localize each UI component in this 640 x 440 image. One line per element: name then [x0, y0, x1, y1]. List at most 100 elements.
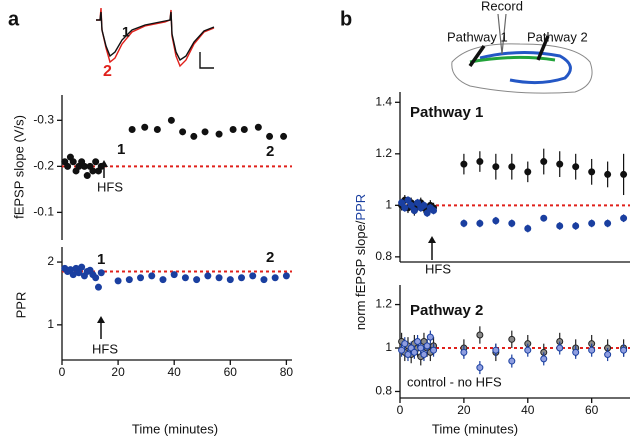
point [572, 222, 580, 230]
y-tick-label: -0.3 [33, 112, 54, 126]
point [540, 355, 548, 363]
y-tick-label: 0.8 [375, 249, 392, 263]
point [572, 163, 580, 171]
schematic-label: Pathway 1 [447, 29, 508, 44]
x-tick-label: 0 [59, 365, 66, 379]
point [271, 274, 279, 282]
point [588, 168, 596, 176]
point [423, 209, 431, 217]
schematic-label: Pathway 2 [527, 29, 588, 44]
point [170, 271, 178, 279]
arrow-head [428, 236, 436, 243]
annotation: 1 [97, 251, 105, 268]
point [193, 276, 201, 284]
point [215, 130, 223, 138]
point [430, 346, 438, 354]
x-tick-label: 20 [457, 403, 471, 417]
point [420, 351, 428, 359]
point [240, 126, 248, 134]
point [215, 274, 223, 282]
point [204, 272, 212, 280]
point [476, 158, 484, 166]
x-tick-label: 80 [280, 365, 294, 379]
point [167, 116, 175, 124]
point [249, 272, 257, 280]
y-tick-label: 1.2 [375, 146, 392, 160]
annotation: 1 [117, 141, 125, 158]
point [266, 132, 274, 140]
point [401, 204, 409, 212]
point [556, 222, 564, 230]
point [540, 158, 548, 166]
chart-title: Pathway 1 [410, 104, 483, 121]
point [159, 276, 167, 284]
point [89, 167, 97, 175]
point [75, 269, 83, 277]
x-tick-label: 60 [585, 403, 599, 417]
point [80, 162, 88, 170]
annotation: control - no HFS [407, 374, 502, 389]
y-tick-label: 1 [385, 340, 392, 354]
point [414, 338, 422, 345]
point [508, 357, 516, 365]
point [492, 346, 500, 354]
point [588, 346, 596, 354]
point [401, 340, 409, 348]
point [556, 160, 564, 168]
point [78, 263, 86, 271]
y-tick-label: 1.4 [375, 94, 392, 108]
point [398, 346, 406, 354]
point [69, 271, 77, 279]
point [226, 276, 234, 284]
point [254, 123, 262, 131]
arrow-head [97, 316, 105, 323]
point [460, 160, 468, 168]
point [476, 331, 484, 339]
point [114, 277, 122, 285]
annotation: 2 [266, 249, 274, 266]
point [153, 126, 161, 134]
x-axis-label: Time (minutes) [132, 421, 218, 436]
annotation: HFS [97, 179, 123, 194]
y-axis-label: PPR [13, 292, 28, 319]
point [83, 172, 91, 180]
x-axis-label: Time (minutes) [432, 421, 518, 436]
point [125, 276, 133, 284]
point [492, 163, 500, 171]
point [398, 199, 406, 207]
y-axis-label: norm fEPSP slope/PPR [353, 194, 368, 330]
point [141, 123, 149, 131]
point [201, 128, 209, 136]
point [404, 196, 412, 204]
point [460, 348, 468, 356]
traces [96, 7, 215, 69]
point [280, 132, 288, 140]
panel-label: a [8, 8, 20, 30]
point [282, 272, 290, 280]
annotation: 2 [266, 143, 274, 160]
point [604, 170, 612, 178]
y-axis-label-part: PPR [353, 194, 368, 221]
point [524, 225, 532, 233]
point [540, 214, 548, 222]
schematic-label: Record [481, 0, 523, 13]
point [556, 344, 564, 352]
point [476, 364, 484, 372]
point [417, 344, 425, 352]
point [524, 168, 532, 176]
y-axis-label: fEPSP slope (V/s) [11, 115, 26, 219]
x-tick-label: 0 [397, 403, 404, 417]
x-tick-label: 40 [168, 365, 182, 379]
x-tick-label: 60 [224, 365, 238, 379]
point [460, 219, 468, 227]
y-tick-label: -0.1 [33, 205, 54, 219]
point [426, 333, 434, 341]
point [404, 351, 412, 359]
y-tick-label: -0.2 [33, 159, 54, 173]
annotation: HFS [425, 261, 451, 276]
point [524, 346, 532, 354]
y-tick-label: 0.8 [375, 384, 392, 398]
y-tick-label: 1.2 [375, 297, 392, 311]
point [97, 269, 105, 277]
point [620, 214, 628, 222]
